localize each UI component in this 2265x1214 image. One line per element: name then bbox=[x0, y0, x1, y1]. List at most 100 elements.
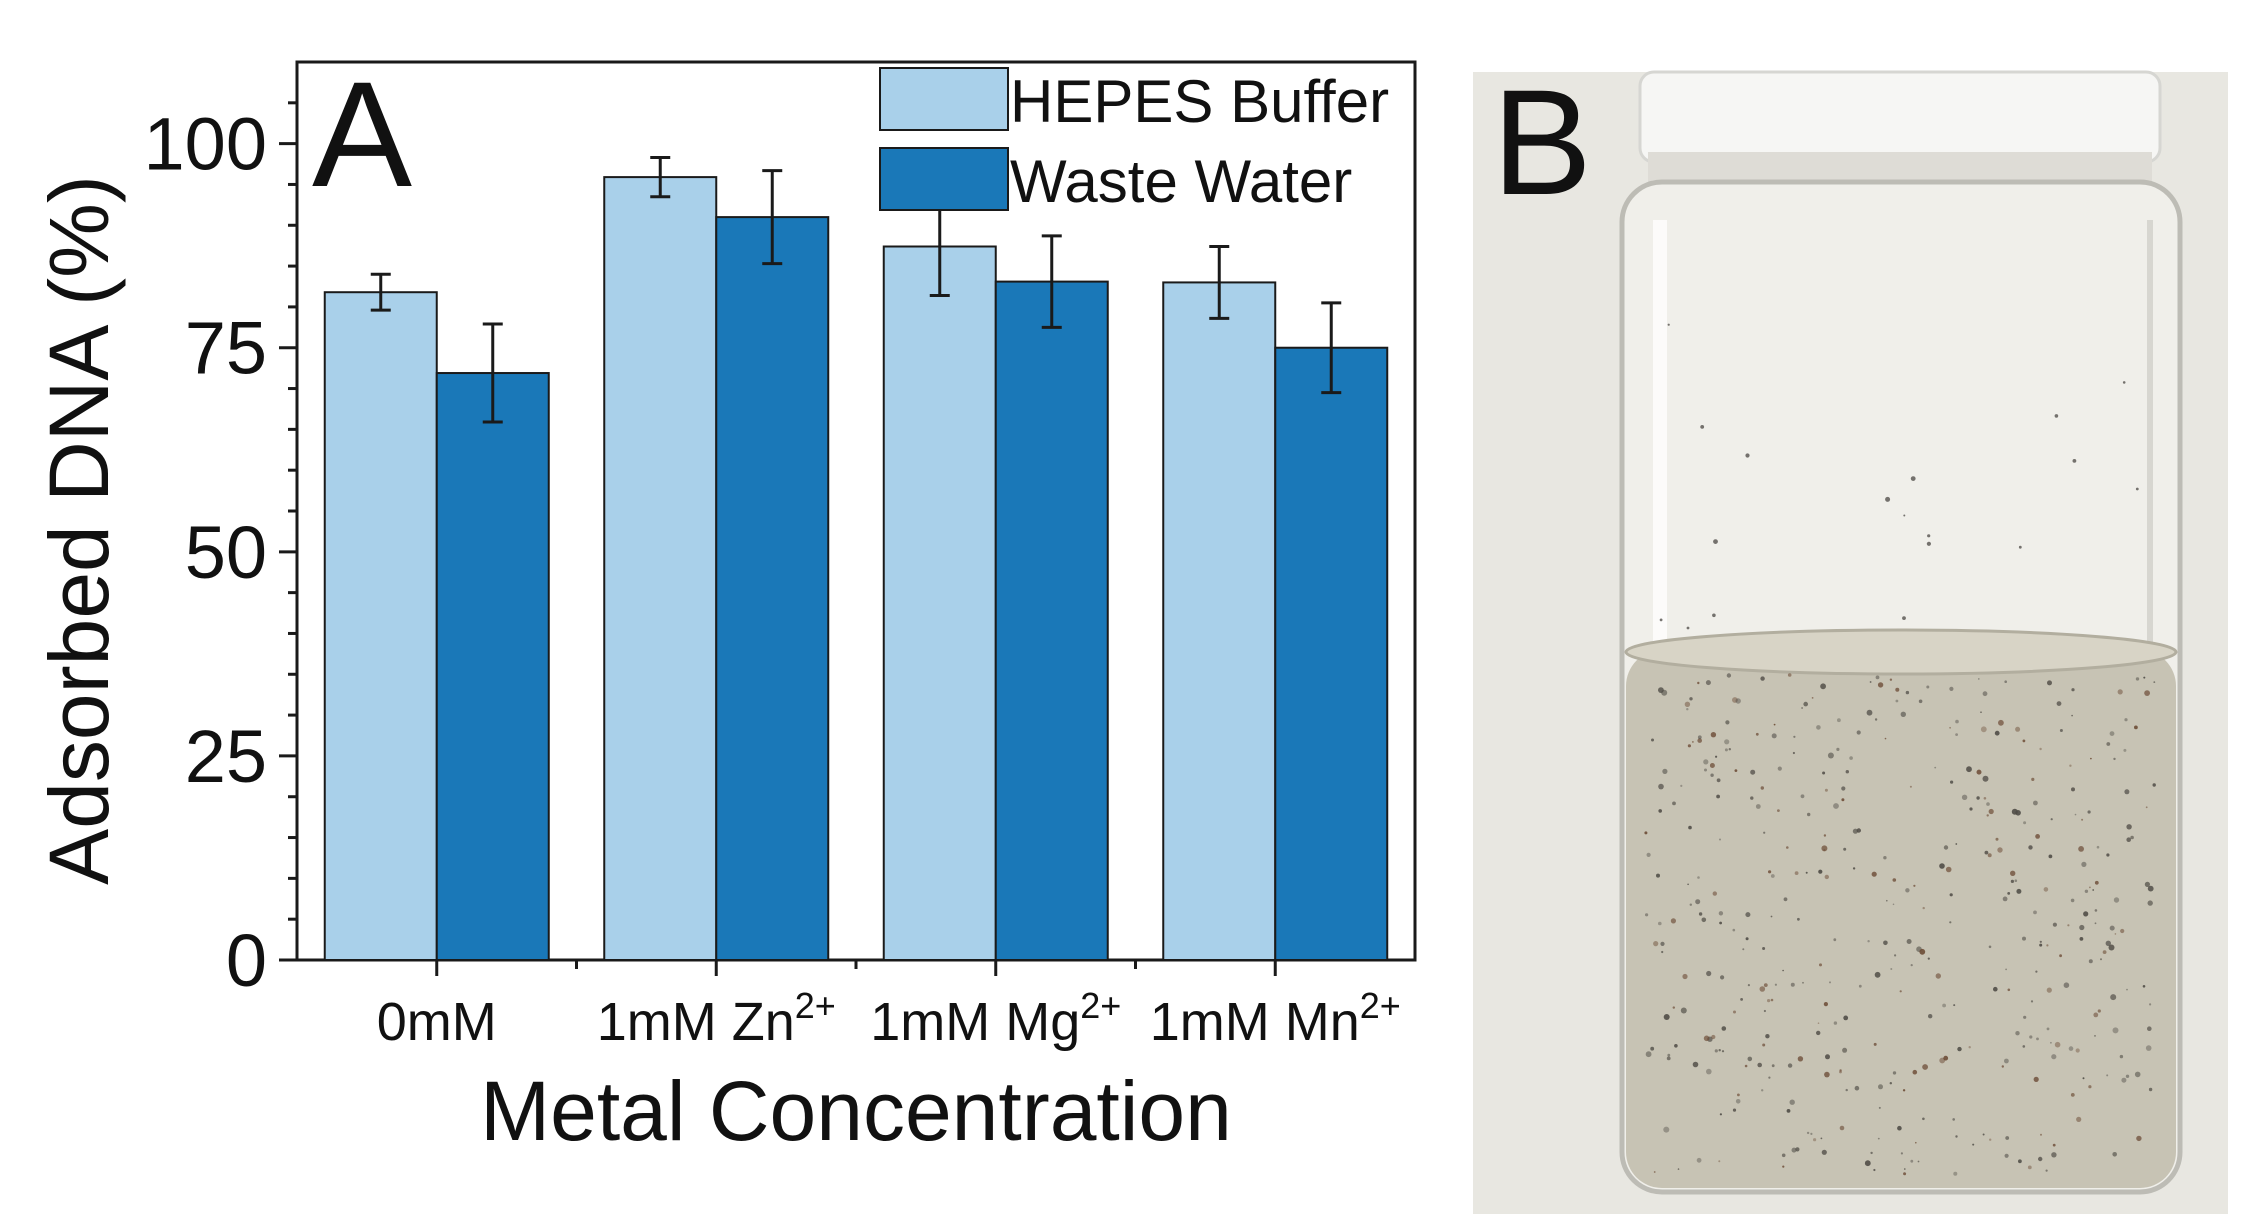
particle bbox=[2114, 933, 2117, 935]
particle bbox=[1688, 825, 1692, 830]
particle bbox=[1703, 1035, 1710, 1042]
particle bbox=[1645, 913, 1649, 917]
particle bbox=[1687, 883, 1689, 886]
particle bbox=[2136, 1135, 2142, 1142]
particle bbox=[1823, 834, 1827, 837]
particle bbox=[1718, 1049, 1721, 1052]
particle bbox=[1726, 673, 1732, 678]
particle bbox=[1874, 718, 1878, 721]
particle bbox=[1969, 807, 1973, 811]
x-axis-ticks: 0mM 1mM Zn2+ 1mM Mg2+ 1mM Mn2+ bbox=[377, 960, 1401, 1052]
particle bbox=[1677, 1168, 1680, 1170]
particle bbox=[2052, 1143, 2056, 1147]
particle bbox=[1858, 984, 1862, 988]
panel-label-b: B bbox=[1492, 58, 1592, 226]
particle bbox=[1718, 1160, 1721, 1163]
particle bbox=[1740, 998, 1743, 1001]
particle bbox=[1734, 769, 1738, 772]
particle bbox=[1957, 1046, 1962, 1052]
particle bbox=[1824, 1071, 1830, 1078]
particle bbox=[2134, 725, 2138, 730]
particle bbox=[1953, 1171, 1958, 1176]
particle bbox=[1811, 697, 1814, 699]
particle bbox=[1774, 983, 1777, 986]
particle bbox=[1982, 1133, 1985, 1136]
particle bbox=[1733, 1010, 1736, 1014]
particle bbox=[1833, 1021, 1838, 1025]
particle bbox=[1800, 794, 1805, 799]
particle bbox=[1998, 719, 2004, 726]
particle bbox=[1790, 982, 1795, 987]
particle bbox=[1786, 1109, 1791, 1113]
particle bbox=[2004, 680, 2007, 683]
particle bbox=[1706, 1068, 1712, 1075]
x-tick-label: 1mM Mn2+ bbox=[1150, 985, 1401, 1052]
y-axis-ticks: 0 25 50 75 100 bbox=[144, 101, 297, 1002]
particle bbox=[1719, 838, 1721, 841]
y-tick-label: 100 bbox=[144, 103, 267, 186]
particle bbox=[2067, 924, 2070, 927]
particle bbox=[1718, 911, 1724, 916]
particle bbox=[1837, 718, 1841, 723]
particle bbox=[2033, 1076, 2039, 1082]
particle bbox=[1953, 1004, 1956, 1007]
particle bbox=[1672, 801, 1676, 806]
particle bbox=[2090, 757, 2092, 760]
vial-photo: B bbox=[1473, 58, 2228, 1214]
particle bbox=[1782, 969, 1784, 972]
particle bbox=[1894, 954, 1897, 957]
particle bbox=[2126, 988, 2128, 991]
particle bbox=[1686, 708, 1689, 711]
particle bbox=[1980, 711, 1982, 713]
particle bbox=[1873, 1042, 1877, 1046]
particle bbox=[1789, 1099, 1795, 1105]
particle bbox=[1705, 680, 1711, 686]
particle bbox=[1737, 1093, 1740, 1097]
particle bbox=[2022, 1045, 2026, 1048]
particle bbox=[2126, 837, 2131, 842]
particle bbox=[2088, 959, 2093, 964]
particle bbox=[1763, 831, 1766, 834]
particle bbox=[1877, 682, 1884, 688]
particle bbox=[1997, 847, 2003, 853]
particle bbox=[1906, 939, 1912, 944]
particle bbox=[1852, 867, 1856, 870]
particle bbox=[2039, 747, 2042, 751]
particle bbox=[1968, 1046, 1971, 1049]
particle bbox=[1810, 1132, 1813, 1135]
particle bbox=[1770, 998, 1774, 1002]
particle bbox=[2074, 813, 2077, 816]
particle bbox=[1720, 975, 1725, 980]
particle bbox=[1883, 856, 1887, 860]
particle bbox=[2051, 1054, 2057, 1060]
particle bbox=[2121, 1077, 2127, 1083]
particle bbox=[1759, 986, 1766, 992]
particle bbox=[1667, 323, 1670, 326]
y-tick-label: 25 bbox=[185, 715, 267, 798]
particle bbox=[2050, 818, 2053, 821]
particle bbox=[1856, 730, 1861, 735]
particle bbox=[1659, 618, 1663, 622]
particle bbox=[1692, 741, 1694, 743]
particle bbox=[2143, 676, 2146, 679]
particle bbox=[1680, 1007, 1687, 1014]
particle bbox=[2036, 1037, 2039, 1041]
particle bbox=[2076, 1116, 2082, 1122]
particle bbox=[2105, 940, 2111, 946]
particle bbox=[1922, 1064, 1928, 1070]
particle bbox=[1926, 541, 1931, 546]
particle bbox=[2046, 1027, 2050, 1031]
particle bbox=[1982, 691, 1988, 697]
particle bbox=[2007, 988, 2011, 992]
bar-waste-3 bbox=[1274, 346, 1389, 961]
particle bbox=[1747, 1056, 1753, 1062]
particle bbox=[2117, 689, 2123, 695]
particle bbox=[1980, 726, 1987, 733]
particle bbox=[1724, 739, 1730, 745]
particle bbox=[1698, 912, 1703, 916]
particle bbox=[1713, 539, 1718, 544]
particle bbox=[2056, 701, 2062, 706]
particle bbox=[1732, 1108, 1737, 1112]
particle bbox=[2149, 1003, 2152, 1006]
particle bbox=[1897, 1125, 1902, 1131]
